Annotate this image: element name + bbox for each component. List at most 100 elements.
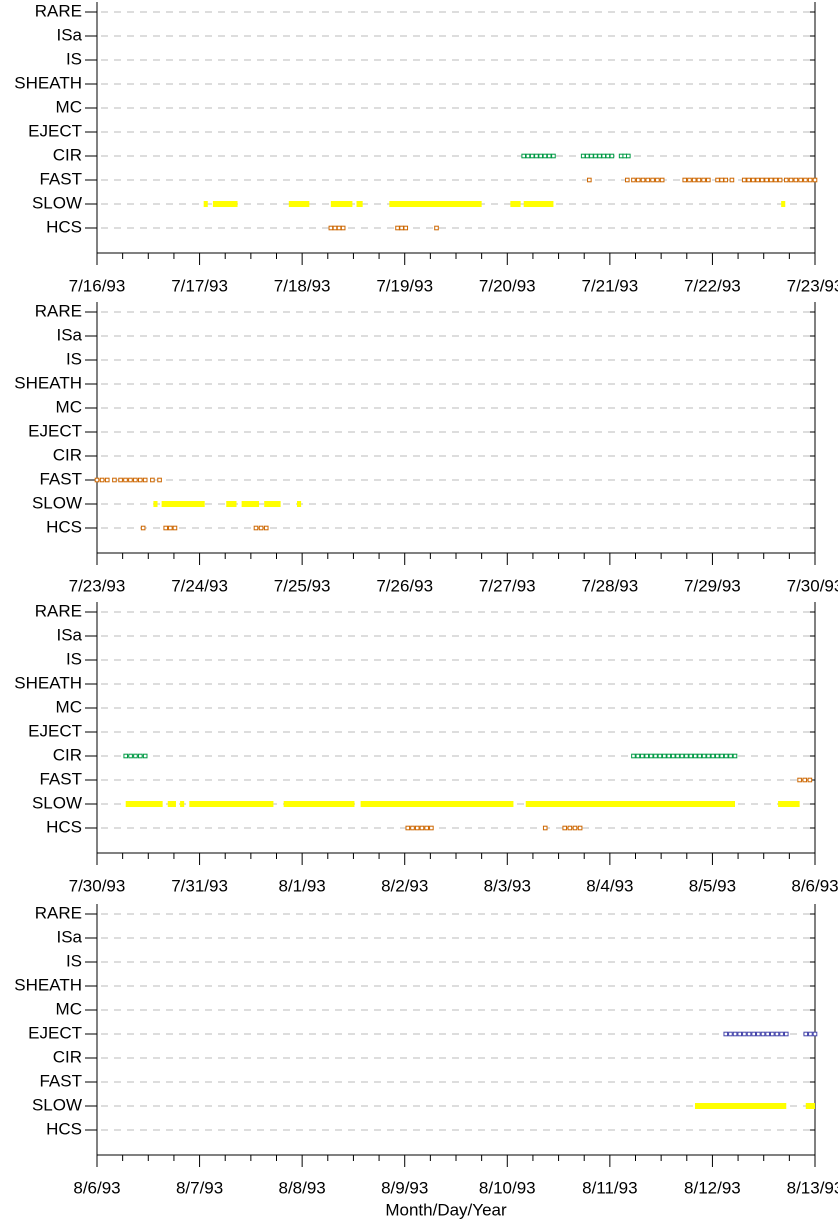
marker-square [723,753,729,759]
marker-square [723,1031,729,1037]
y-tick-label: ISa [56,625,82,644]
marker-square [670,753,676,759]
marker-square [812,1031,818,1037]
marker-square [609,153,615,159]
marker-square [802,777,808,783]
marker-square [715,753,720,759]
x-tick-label: 7/23/93 [787,276,838,295]
slow-bar [264,501,281,507]
marker-square [732,1031,738,1037]
marker-square [760,1031,766,1037]
marker-square [150,477,155,483]
x-tick-label: 7/27/93 [479,576,536,595]
marker-square [644,753,649,759]
marker-square [336,225,342,231]
event-span [783,177,818,183]
x-tick-label: 7/21/93 [581,276,638,295]
event-span [605,153,615,159]
event-span [729,177,735,183]
x-tick-label: 7/30/93 [69,876,126,895]
x-tick-label: 7/29/93 [684,576,741,595]
marker-square [728,753,733,759]
marker-square [666,753,672,759]
y-tick-label: SLOW [32,193,82,212]
event-span [118,477,148,483]
event-span [405,825,434,831]
marker-square [624,177,630,183]
marker-square [618,153,624,159]
slow-bar [389,201,482,207]
marker-square [659,177,665,183]
x-tick-label: 7/25/93 [274,576,331,595]
marker-square [525,153,531,159]
marker-square [328,225,334,231]
event-span [542,825,548,831]
x-tick-label: 8/1/93 [279,876,326,895]
marker-square [768,177,774,183]
marker-square [701,177,706,183]
marker-square [798,177,803,183]
slow-bar [360,801,514,807]
slow-bar [212,201,238,207]
marker-square [399,225,404,231]
marker-square [94,477,100,483]
y-tick-label: MC [56,97,82,116]
marker-square [587,177,592,183]
marker-square [684,753,689,759]
y-tick-label: SLOW [32,1095,82,1114]
event-span [587,177,592,183]
slow-bar [781,201,786,207]
marker-square [687,177,692,183]
y-tick-label: EJECT [28,121,82,140]
event-span [253,525,269,531]
marker-square [759,177,765,183]
x-tick-label: 8/9/93 [381,1178,428,1197]
marker-square [803,177,808,183]
marker-square [729,177,735,183]
event-span [562,825,583,831]
slow-bar [189,801,274,807]
event-span [580,153,607,159]
marker-square [538,153,543,159]
y-tick-label: SHEATH [14,975,82,994]
marker-square [746,177,752,183]
event-span [328,225,346,231]
y-tick-label: RARE [35,903,82,922]
slow-bar [203,201,208,207]
marker-square [697,753,702,759]
marker-square [414,825,420,831]
marker-square [332,225,338,231]
slow-bar [330,201,353,207]
marker-square [770,1031,775,1037]
x-tick-label: 8/6/93 [73,1178,120,1197]
slow-bar [523,201,554,207]
y-tick-label: HCS [46,1119,82,1138]
marker-square [764,177,769,183]
marker-square [715,177,720,183]
marker-square [434,225,439,231]
event-span [157,477,162,483]
marker-square [807,777,813,783]
marker-square [742,1031,747,1037]
y-tick-label: EJECT [28,721,82,740]
marker-square [756,1031,761,1037]
x-tick-label: 7/28/93 [581,576,638,595]
y-tick-label: ISa [56,25,82,44]
marker-square [631,753,636,759]
marker-square [797,777,802,783]
marker-square [655,177,660,183]
y-tick-label: IS [66,951,82,970]
x-tick-label: 8/7/93 [176,1178,223,1197]
x-tick-label: 8/8/93 [279,1178,326,1197]
y-tick-label: HCS [46,217,82,236]
marker-square [773,177,778,183]
y-tick-label: RARE [35,601,82,620]
marker-square [783,1031,789,1037]
y-tick-label: IS [66,349,82,368]
marker-square [679,753,685,759]
slow-bar [288,201,310,207]
y-tick-label: EJECT [28,1023,82,1042]
event-span [434,225,439,231]
marker-square [142,477,148,483]
y-tick-label: FAST [39,469,82,488]
